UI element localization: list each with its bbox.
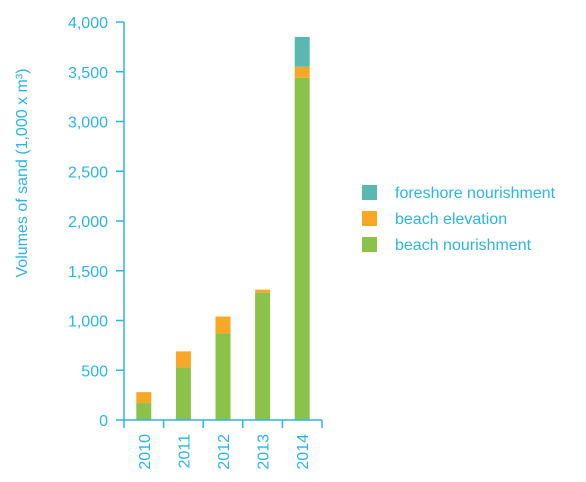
y-tick-label: 1,000 — [68, 314, 108, 331]
y-tick-label: 500 — [81, 363, 108, 380]
x-tick-label: 2012 — [216, 434, 233, 470]
bar-segment — [294, 77, 310, 420]
bar-segment — [175, 367, 191, 420]
x-tick-label: 2011 — [176, 434, 193, 469]
bar-segment — [294, 66, 310, 78]
bar-segment — [215, 316, 231, 334]
legend-swatch — [362, 211, 377, 226]
legend-swatch — [362, 185, 377, 200]
legend-label: foreshore nourishment — [395, 185, 556, 202]
bar-segment — [294, 36, 310, 67]
y-axis-label: Volumes of sand (1,000 x m³) — [14, 69, 31, 278]
legend: foreshore nourishment beach elevation beac… — [362, 185, 556, 254]
bars-group — [136, 36, 310, 420]
x-tick-label: 2013 — [256, 434, 273, 470]
legend-label: beach elevation — [395, 211, 507, 228]
y-tick-label: 2,000 — [68, 214, 108, 231]
x-axis: 2010 2011 2012 2013 2014 — [123, 419, 323, 470]
bar-segment — [175, 351, 191, 368]
y-tick-label: 4,000 — [68, 15, 108, 32]
y-axis: 0 500 1,000 1,500 2,000 2,500 3,000 3,500 4,000 — [68, 15, 125, 430]
bar-segment — [255, 292, 271, 420]
legend-label: beach nourishment — [395, 237, 532, 254]
legend-swatch — [362, 237, 377, 252]
y-tick-label: 0 — [99, 413, 108, 430]
bar-segment — [136, 403, 152, 420]
y-tick-label: 2,500 — [68, 164, 108, 181]
y-tick-label: 3,000 — [68, 115, 108, 132]
x-tick-label: 2010 — [137, 434, 154, 470]
x-tick-label: 2014 — [295, 434, 312, 470]
bar-segment — [215, 333, 231, 420]
bar-segment — [136, 392, 152, 404]
y-tick-label: 3,500 — [68, 65, 108, 82]
bar-segment — [255, 289, 271, 293]
y-tick-label: 1,500 — [68, 264, 108, 281]
